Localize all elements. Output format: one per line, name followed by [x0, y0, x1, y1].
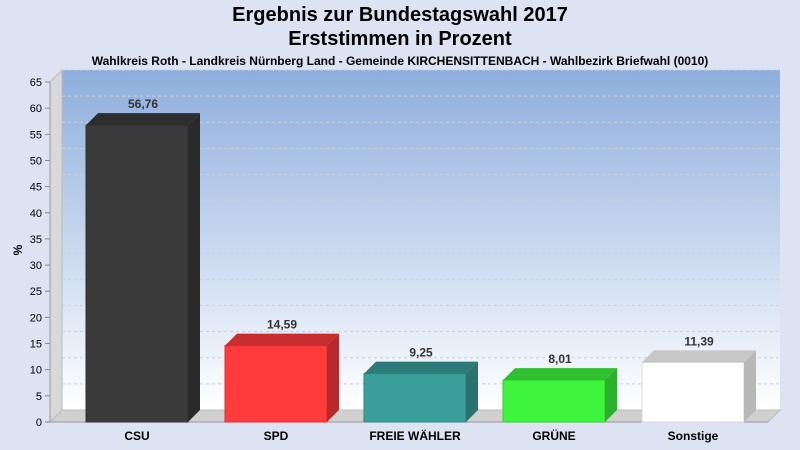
bar-freie-wähler — [363, 373, 467, 423]
x-tick-label: GRÜNE — [532, 428, 575, 443]
data-label: 14,59 — [267, 318, 297, 332]
bar-grüne — [502, 379, 606, 423]
bar-csu — [85, 124, 189, 423]
x-tick-label: CSU — [124, 429, 149, 443]
bar-side — [744, 350, 756, 422]
y-tick-label: 45 — [30, 182, 42, 194]
data-label: 56,76 — [128, 97, 158, 111]
y-tick-label: 20 — [30, 312, 42, 324]
plot-side-wall — [49, 68, 63, 424]
bar-side — [188, 113, 200, 423]
data-label: 11,39 — [684, 334, 714, 348]
y-tick-label: 40 — [30, 208, 42, 220]
x-tick-label: FREIE WÄHLER — [369, 428, 461, 443]
bar-side — [466, 361, 478, 422]
bar-side — [327, 333, 339, 422]
bar-spd — [224, 345, 328, 423]
chart-caption: Wahlkreis Roth - Landkreis Nürnberg Land… — [91, 54, 709, 68]
y-tick-label: 65 — [30, 77, 42, 89]
y-tick-label: 35 — [30, 234, 42, 246]
chart-title: Ergebnis zur Bundestagswahl 2017 — [232, 4, 568, 26]
y-tick-label: 30 — [30, 260, 42, 272]
bar-side — [605, 368, 617, 422]
bar-top — [503, 368, 617, 381]
bar-sonstige — [641, 361, 745, 423]
y-tick-label: 0 — [36, 417, 42, 429]
data-label: 8,01 — [548, 352, 572, 366]
y-tick-label: 55 — [30, 129, 42, 141]
y-tick-label: 10 — [30, 365, 42, 377]
y-tick-label: 60 — [30, 103, 42, 115]
bar-top — [642, 350, 756, 363]
bar-top — [225, 333, 339, 346]
y-tick-label: 50 — [30, 155, 42, 167]
y-tick-label: 25 — [30, 286, 42, 298]
y-tick-label: 5 — [36, 391, 42, 403]
bar-top — [86, 113, 200, 126]
bar-top — [364, 361, 478, 374]
y-tick-label: 15 — [30, 339, 42, 351]
data-label: 9,25 — [409, 346, 433, 360]
chart-subtitle: Erststimmen in Prozent — [288, 28, 512, 50]
y-axis-label: % — [11, 244, 25, 255]
x-tick-label: SPD — [264, 429, 289, 443]
x-tick-label: Sonstige — [668, 429, 719, 443]
